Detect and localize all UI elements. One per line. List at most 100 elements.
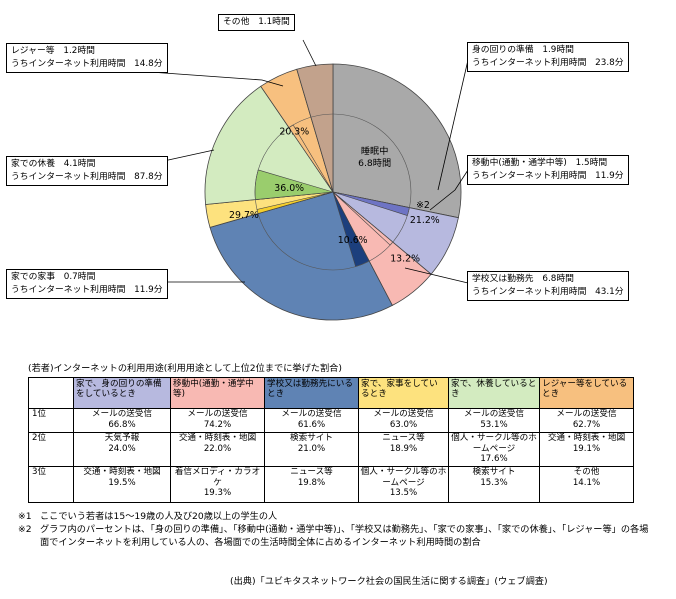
pie-slice [296, 63, 334, 193]
table-cell: 個人・サークル等のホームページ 17.6% [448, 432, 540, 467]
cell-pct: 19.5% [108, 477, 136, 488]
cell-pct: 22.0% [203, 443, 232, 454]
cell-pct: 18.9% [389, 443, 418, 454]
header-blank [28, 377, 74, 409]
cell-name: 交通・時刻表・地図 [547, 433, 626, 443]
callout-leader-line [437, 59, 469, 191]
table-header-row: 家で、身の回りの準備をしているとき 移動中(通勤・通学中等) 学校又は勤務先にい… [28, 377, 634, 409]
cell-name: ニュース等 [382, 433, 425, 443]
cell-pct: 15.3% [480, 477, 508, 488]
callout-leisure: レジャー等 1.2時間 うちインターネット利用時間 14.8分 [6, 43, 168, 73]
rank-cell: 3位 [28, 466, 74, 503]
cell-pct: 24.0% [108, 443, 136, 454]
table-cell: メールの送受信 63.0% [358, 408, 449, 433]
pct-label: 21.2% [410, 215, 440, 226]
slice-label-sleep: 睡眠中 [361, 145, 389, 157]
table-cell: その他 14.1% [539, 466, 634, 503]
callout-prep: 身の回りの準備 1.9時間 うちインターネット利用時間 23.8分 [467, 42, 629, 72]
table-caption: (若者)インターネットの利用用途(利用用途として上位2位までに挙げた割合) [28, 363, 342, 374]
callout-leader-line [149, 71, 284, 87]
cell-pct: 61.6% [297, 419, 326, 430]
header-move: 移動中(通勤・通学中等) [170, 377, 265, 409]
cell-name: その他 [573, 467, 600, 477]
note-mark-2: ※2 [416, 200, 430, 211]
cell-name: 天気予報 [104, 433, 140, 443]
note-1-mark: ※1 [18, 511, 32, 522]
cell-name: メールの送受信 [463, 409, 525, 419]
table-row: 2位 天気予報 24.0% 交通・時刻表・地図 22.0% 検索サイト 21.0% ニ… [28, 432, 634, 467]
callout-other-line1: その他 1.1時間 [223, 17, 290, 27]
cell-name: メールの送受信 [373, 409, 434, 419]
note-1-text: ここでいう若者は15～19歳の人及び20歳以上の学生の人 [40, 511, 278, 522]
callout-other: その他 1.1時間 [218, 14, 295, 31]
cell-pct: 63.0% [389, 419, 418, 430]
table-cell: 検索サイト 15.3% [448, 466, 540, 503]
cell-pct: 74.2% [203, 419, 232, 430]
source-citation: (出典)「ユビキタスネットワーク社会の国民生活に関する調査」(ウェブ調査) [230, 576, 548, 587]
pct-label: 29.7% [229, 210, 259, 221]
cell-name: 交通・時刻表・地図 [83, 467, 161, 477]
pie-slice [204, 85, 334, 205]
cell-pct: 53.1% [480, 419, 508, 430]
header-leisure: レジャー等をしているとき [539, 377, 634, 409]
callout-move: 移動中(通勤・通学中等) 1.5時間 うちインターネット利用時間 11.9分 [467, 155, 629, 185]
cell-pct: 19.8% [297, 477, 326, 488]
callout-leader-line [302, 39, 317, 67]
cell-name: メールの送受信 [556, 409, 617, 419]
table-cell: メールの送受信 66.8% [73, 408, 171, 433]
callout-leader-line [404, 267, 469, 284]
pie-slice [332, 63, 462, 219]
note-2-mark: ※2 [18, 524, 32, 535]
callout-leisure-line2: うちインターネット利用時間 14.8分 [11, 59, 163, 69]
cell-pct: 13.5% [389, 488, 418, 498]
table-cell: メールの送受信 62.7% [539, 408, 634, 433]
callout-school-line2: うちインターネット利用時間 43.1分 [472, 287, 624, 297]
table-row: 1位 メールの送受信 66.8% メールの送受信 74.2% メールの送受信 61.6… [28, 408, 634, 433]
inner-reference-circle [254, 113, 412, 271]
rank-label: 2位 [32, 433, 47, 443]
table-cell: 交通・時刻表・地図 19.1% [539, 432, 634, 467]
cell-pct: 21.0% [297, 443, 326, 454]
callout-leisure-line1: レジャー等 1.2時間 [11, 46, 95, 56]
header-house: 家で、家事をしているとき [358, 377, 449, 409]
cell-name: 個人・サークル等のホームページ [360, 467, 447, 488]
cell-name: メールの送受信 [187, 409, 248, 419]
table-cell: 交通・時刻表・地図 22.0% [170, 432, 265, 467]
table-cell: 個人・サークル等のホームページ 13.5% [358, 466, 449, 503]
header-prep: 家で、身の回りの準備をしているとき [73, 377, 171, 409]
note-2-text: グラフ内のパーセントは、「身の回りの準備」、「移動中(通勤・通学中等)」、「学校… [40, 524, 649, 548]
pct-label: 10.6% [338, 235, 368, 246]
table-cell: メールの送受信 74.2% [170, 408, 265, 433]
cell-name: 着信メロディ・カラオケ [174, 467, 261, 488]
table-cell: ニュース等 19.8% [264, 466, 359, 503]
table-cell: メールの送受信 53.1% [448, 408, 540, 433]
cell-pct: 66.8% [108, 419, 136, 430]
callout-leader-line [429, 169, 469, 211]
table-cell: メールの送受信 61.6% [264, 408, 359, 433]
callout-move-line2: うちインターネット利用時間 11.9分 [472, 171, 624, 181]
slice-value-sleep: 6.8時間 [358, 158, 391, 169]
table-cell: 着信メロディ・カラオケ 19.3% [170, 466, 265, 503]
cell-pct: 62.7% [572, 419, 601, 430]
note-1: ※1 ここでいう若者は15～19歳の人及び20歳以上の学生の人 [18, 510, 618, 523]
table-row: 3位 交通・時刻表・地図 19.5% 着信メロディ・カラオケ 19.3% ニュース等… [28, 466, 634, 503]
pct-label: 20.3% [279, 126, 309, 137]
rank-label: 1位 [32, 409, 47, 419]
callout-school: 学校又は勤務先 6.8時間 うちインターネット利用時間 43.1分 [467, 271, 629, 301]
usage-table: 家で、身の回りの準備をしているとき 移動中(通勤・通学中等) 学校又は勤務先にい… [28, 377, 634, 503]
pct-label: 36.0% [274, 183, 304, 194]
table-cell: 交通・時刻表・地図 19.5% [73, 466, 171, 503]
rank-label: 3位 [32, 467, 47, 477]
cell-name: メールの送受信 [91, 409, 153, 419]
pct-label: 13.2% [390, 253, 420, 264]
cell-name: 検索サイト [290, 433, 333, 443]
header-rest: 家で、休養しているとき [448, 377, 540, 409]
rank-cell: 1位 [28, 408, 74, 433]
callout-prep-line1: 身の回りの準備 1.9時間 [472, 45, 574, 55]
callout-rest-line1: 家での休養 4.1時間 [11, 159, 96, 169]
cell-pct: 19.3% [203, 488, 232, 498]
cell-name: ニュース等 [290, 467, 333, 477]
cell-name: 交通・時刻表・地図 [178, 433, 257, 443]
cell-pct: 14.1% [572, 477, 601, 488]
